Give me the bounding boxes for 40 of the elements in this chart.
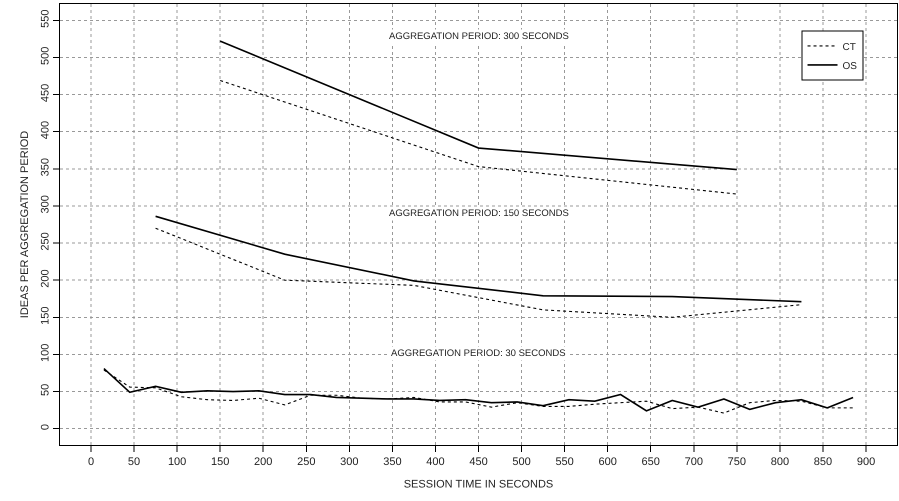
x-tick-label: 550	[555, 456, 574, 468]
y-tick-label: 250	[40, 232, 52, 251]
line-series	[154, 216, 802, 303]
legend-label: OS	[842, 60, 858, 72]
y-axis-title: IDEAS PER AGGREGATION PERIOD	[19, 130, 32, 318]
x-tick-label: 650	[642, 456, 660, 468]
line-series	[155, 228, 802, 318]
x-tick-label: 150	[210, 456, 230, 468]
y-tick-label: 500	[40, 46, 52, 65]
x-axis-title: SESSION TIME IN SECONDS	[404, 478, 554, 490]
x-tick-label: 400	[426, 456, 445, 468]
x-tick-label: 600	[598, 456, 617, 468]
x-tick-label: 200	[254, 456, 272, 468]
x-tick-label: 100	[168, 456, 186, 468]
x-tick-label: 700	[684, 456, 703, 468]
x-tick-label: 300	[340, 456, 359, 468]
y-tick-label: 100	[40, 344, 52, 362]
x-tick-label: 250	[297, 456, 316, 468]
x-tick-label: 800	[770, 456, 790, 468]
y-tick-label: 300	[40, 195, 52, 214]
legend-label: CT	[842, 42, 856, 53]
x-tick-label: 850	[814, 456, 832, 468]
y-tick-label: 150	[40, 306, 52, 325]
x-tick-label: 350	[383, 456, 402, 468]
x-tick-label: 500	[512, 456, 531, 468]
annotation: AGGREGATION PERIOD: 30 SECONDS	[391, 348, 566, 359]
y-tick-label: 550	[40, 10, 52, 28]
y-tick-label: 400	[40, 120, 52, 140]
x-tick-label: 450	[469, 456, 488, 468]
x-tick-label: 750	[728, 456, 746, 468]
y-tick-label: 50	[40, 384, 52, 396]
x-tick-label: 900	[856, 456, 876, 468]
y-tick-label: 350	[40, 158, 52, 176]
y-tick-label: 0	[40, 424, 52, 430]
annotation: AGGREGATION PERIOD: 300 SECONDS	[389, 31, 569, 42]
y-tick-label: 450	[40, 84, 52, 102]
x-tick-label: 50	[128, 456, 140, 468]
x-tick-label: 0	[88, 456, 94, 468]
y-tick-label: 200	[40, 269, 52, 288]
annotation: AGGREGATION PERIOD: 150 SECONDS	[389, 208, 569, 219]
